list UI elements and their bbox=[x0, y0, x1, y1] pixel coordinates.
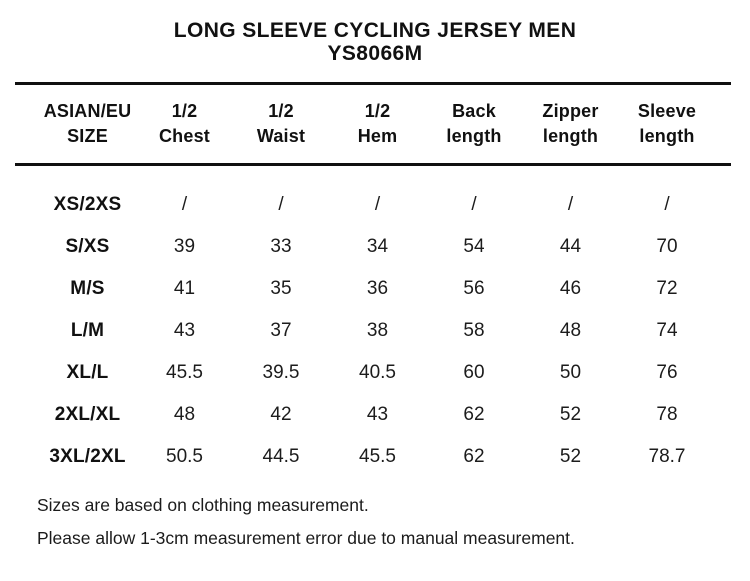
hem-value: / bbox=[374, 194, 381, 215]
size-label: L/M bbox=[70, 320, 105, 341]
column-header-line: Hem bbox=[357, 126, 398, 146]
hem-value: 43 bbox=[366, 404, 389, 425]
hem-value: 45.5 bbox=[359, 446, 396, 467]
table-row: 2XL/XL 48 42 43 62 52 78 bbox=[15, 394, 731, 436]
sleeve-length-value: 74 bbox=[656, 320, 678, 341]
column-header-chest: 1/2 Chest bbox=[136, 99, 233, 149]
zipper-length-value: 52 bbox=[559, 446, 582, 467]
column-header-sleeve-length: Sleeve length bbox=[619, 99, 731, 149]
sleeve-length-value: 70 bbox=[656, 236, 678, 257]
table-body: XS/2XS / / / / / / S/XS 39 33 34 54 44 7… bbox=[15, 184, 731, 478]
size-label: M/S bbox=[70, 278, 105, 299]
size-label: 3XL/2XL bbox=[49, 446, 126, 467]
waist-value: 33 bbox=[270, 236, 292, 257]
zipper-length-value: 50 bbox=[559, 362, 582, 383]
hem-value: 38 bbox=[366, 320, 389, 341]
page-title: LONG SLEEVE CYCLING JERSEY MEN YS8066M bbox=[0, 19, 750, 65]
column-header-line: SIZE bbox=[67, 126, 108, 146]
waist-value: 42 bbox=[270, 404, 292, 425]
back-length-value: 56 bbox=[463, 278, 485, 299]
column-header-size: ASIAN/EU SIZE bbox=[15, 99, 136, 149]
zipper-length-value: / bbox=[567, 194, 574, 215]
back-length-value: 62 bbox=[463, 404, 485, 425]
table-header-row: ASIAN/EU SIZE 1/2 Chest 1/2 Waist 1/2 He… bbox=[15, 85, 731, 163]
divider-top bbox=[15, 82, 731, 85]
waist-value: / bbox=[278, 194, 284, 215]
divider-header bbox=[15, 163, 731, 166]
table-row: XS/2XS / / / / / / bbox=[15, 184, 731, 226]
product-code: YS8066M bbox=[327, 42, 423, 65]
note-line: Please allow 1-3cm measurement error due… bbox=[37, 527, 575, 548]
back-length-value: 62 bbox=[463, 446, 485, 467]
waist-value: 37 bbox=[270, 320, 292, 341]
sleeve-length-value: 78.7 bbox=[648, 446, 686, 467]
hem-value: 36 bbox=[366, 278, 389, 299]
column-header-line: Chest bbox=[158, 126, 210, 146]
table-row: XL/L 45.5 39.5 40.5 60 50 76 bbox=[15, 352, 731, 394]
column-header-line: Back bbox=[452, 101, 496, 121]
back-length-value: 58 bbox=[463, 320, 485, 341]
sleeve-length-value: 78 bbox=[656, 404, 678, 425]
size-label: XS/2XS bbox=[53, 194, 122, 215]
sleeve-length-value: / bbox=[664, 194, 670, 215]
zipper-length-value: 44 bbox=[559, 236, 582, 257]
column-header-line: 1/2 bbox=[364, 101, 391, 121]
waist-value: 44.5 bbox=[262, 446, 300, 467]
table-row: M/S 41 35 36 56 46 72 bbox=[15, 268, 731, 310]
column-header-waist: 1/2 Waist bbox=[233, 99, 329, 149]
product-name: LONG SLEEVE CYCLING JERSEY MEN bbox=[173, 19, 577, 42]
column-header-hem: 1/2 Hem bbox=[329, 99, 426, 149]
sleeve-length-value: 72 bbox=[656, 278, 678, 299]
column-header-zipper-length: Zipper length bbox=[522, 99, 619, 149]
column-header-line: Zipper bbox=[542, 101, 599, 121]
back-length-value: / bbox=[471, 194, 477, 215]
back-length-value: 60 bbox=[463, 362, 485, 383]
size-label: XL/L bbox=[66, 362, 109, 383]
measurement-notes: Sizes are based on clothing measurement.… bbox=[37, 489, 575, 554]
sleeve-length-value: 76 bbox=[656, 362, 678, 383]
column-header-back-length: Back length bbox=[426, 99, 522, 149]
column-header-line: Sleeve bbox=[637, 101, 697, 121]
column-header-line: length bbox=[639, 126, 695, 146]
chest-value: 50.5 bbox=[166, 446, 203, 467]
chest-value: 48 bbox=[173, 404, 196, 425]
size-label: S/XS bbox=[65, 236, 110, 257]
column-header-line: ASIAN/EU bbox=[43, 101, 132, 121]
column-header-line: 1/2 bbox=[171, 101, 198, 121]
column-header-line: length bbox=[446, 126, 502, 146]
zipper-length-value: 48 bbox=[559, 320, 582, 341]
waist-value: 35 bbox=[270, 278, 292, 299]
chest-value: 43 bbox=[173, 320, 196, 341]
chest-value: / bbox=[181, 194, 188, 215]
back-length-value: 54 bbox=[463, 236, 485, 257]
chest-value: 45.5 bbox=[166, 362, 203, 383]
column-header-line: 1/2 bbox=[268, 101, 294, 121]
note-line: Sizes are based on clothing measurement. bbox=[37, 495, 369, 515]
column-header-line: Waist bbox=[256, 126, 306, 146]
table-row: S/XS 39 33 34 54 44 70 bbox=[15, 226, 731, 268]
chest-value: 41 bbox=[173, 278, 196, 299]
column-header-line: length bbox=[542, 126, 599, 146]
table-row: 3XL/2XL 50.5 44.5 45.5 62 52 78.7 bbox=[15, 436, 731, 478]
table-row: L/M 43 37 38 58 48 74 bbox=[15, 310, 731, 352]
zipper-length-value: 46 bbox=[559, 278, 582, 299]
waist-value: 39.5 bbox=[262, 362, 300, 383]
size-label: 2XL/XL bbox=[54, 404, 121, 425]
hem-value: 34 bbox=[366, 236, 389, 257]
hem-value: 40.5 bbox=[359, 362, 396, 383]
zipper-length-value: 52 bbox=[559, 404, 582, 425]
chest-value: 39 bbox=[173, 236, 196, 257]
